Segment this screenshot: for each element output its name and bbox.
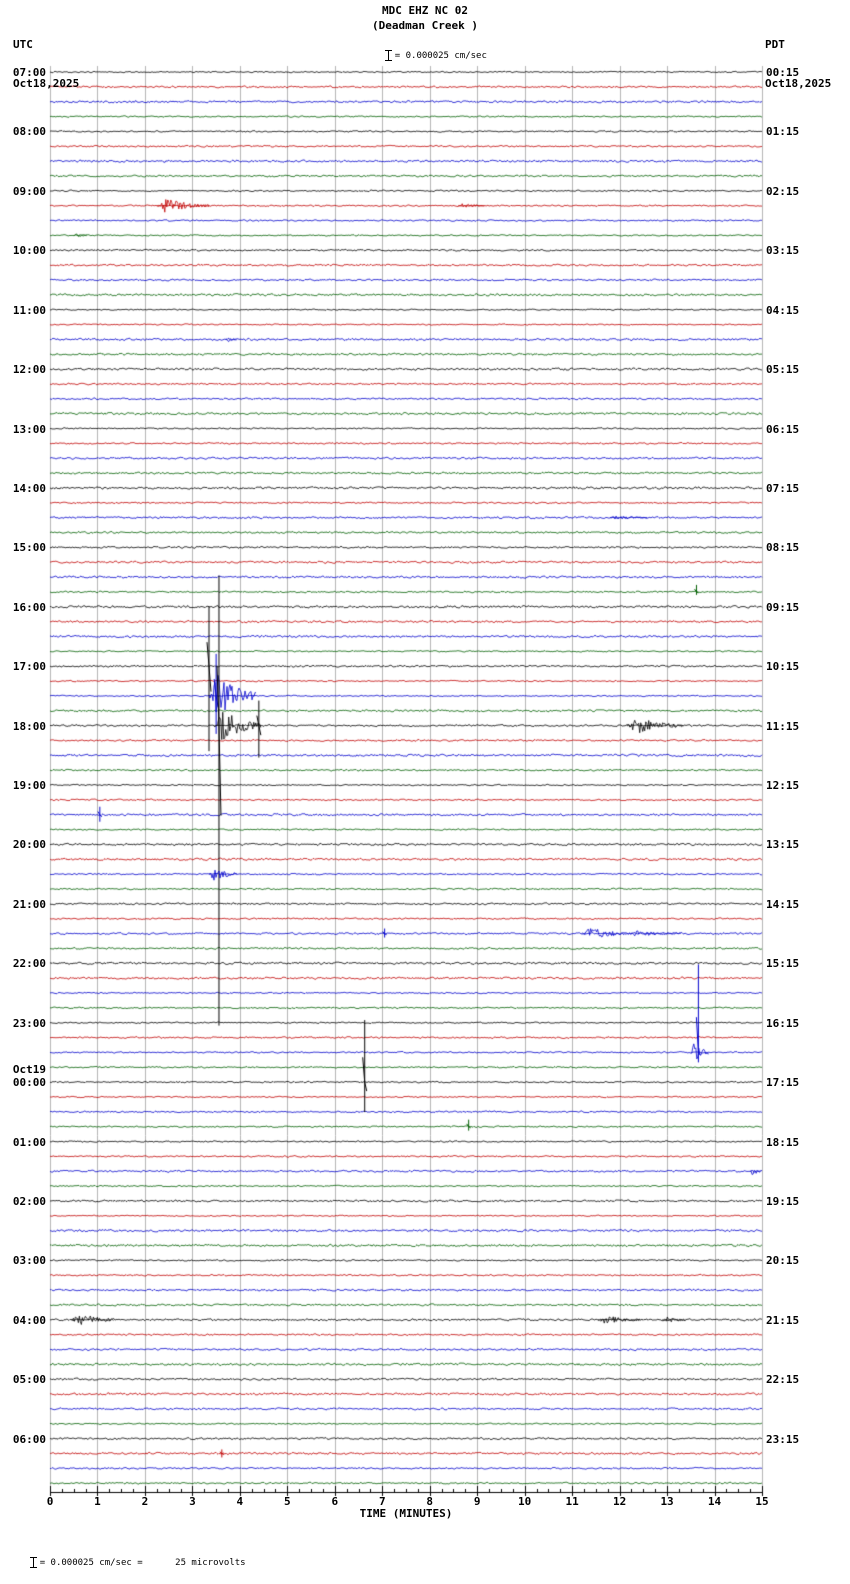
utc-hour-label: 17:00 [12,660,46,674]
x-tick-label: 3 [189,1495,196,1508]
pdt-hour-label: 09:15 [766,600,800,614]
utc-hour-label: 20:00 [12,838,46,852]
x-tick-label: 10 [518,1495,532,1508]
pdt-hour-label: 20:15 [766,1254,800,1268]
pdt-hour-label: 23:15 [766,1432,800,1446]
utc-hour-label: 06:00 [12,1432,46,1446]
footer-scale-marker-icon [29,1557,37,1568]
pdt-hour-label: 01:15 [766,125,800,139]
right-date: Oct18,2025 [765,77,832,90]
x-tick-label: 7 [378,1495,386,1508]
utc-hour-label: 04:00 [12,1313,46,1327]
pdt-hour-label: 22:15 [766,1373,800,1387]
pdt-hour-label: 06:15 [766,422,800,436]
utc-hour-label: 02:00 [12,1194,46,1208]
footer-scale-text: = 0.000025 cm/sec = 25 microvolts [39,1558,246,1568]
pdt-hour-label: 05:15 [766,363,800,377]
pdt-hour-label: 02:15 [766,184,800,198]
pdt-hour-label: 08:15 [766,541,800,555]
x-tick-label: 2 [141,1495,149,1508]
x-tick-label: 12 [612,1495,627,1508]
scale-label: = 0.000025 cm/sec [394,51,487,61]
pdt-hour-label: 18:15 [766,1135,800,1149]
x-tick-label: 11 [565,1495,579,1508]
station-location: (Deadman Creek ) [372,19,478,32]
x-tick-label: 13 [660,1495,674,1508]
utc-hour-label: 10:00 [12,244,46,258]
pdt-hour-label: 00:15 [766,66,800,79]
pdt-hour-label: 19:15 [766,1194,800,1208]
pdt-hour-label: 12:15 [766,779,800,792]
pdt-hour-label: 15:15 [766,957,800,971]
utc-hour-label: 03:00 [12,1254,46,1268]
utc-hour-label: 12:00 [12,363,46,377]
utc-date-rollover-label: Oct19 [12,1063,46,1077]
utc-hour-label: 07:00 [12,66,46,79]
scale-marker-icon [384,50,392,61]
utc-hour-label: 13:00 [12,422,46,436]
pdt-hour-label: 10:15 [766,660,800,674]
utc-hour-label: 21:00 [12,897,46,911]
left-date: Oct18,2025 [13,77,80,90]
right-timezone: PDT [765,38,785,51]
utc-hour-label: 08:00 [12,125,46,139]
x-tick-label: 4 [236,1495,244,1508]
x-tick-label: 5 [284,1495,291,1508]
x-tick-label: 15 [755,1495,769,1508]
utc-hour-label: 11:00 [12,303,46,317]
station-title: MDC EHZ NC 02 [381,4,469,17]
scale-line: = 0.000025 cm/sec [0,40,850,71]
utc-hour-label: 05:00 [12,1373,46,1387]
x-tick-label: 1 [94,1495,101,1508]
x-tick-label: 9 [473,1495,481,1508]
left-timezone-block: UTC Oct18,2025 [13,12,79,116]
utc-hour-label: 23:00 [12,1016,46,1030]
pdt-hour-label: 11:15 [766,719,800,733]
pdt-hour-label: 07:15 [766,481,800,495]
utc-hour-label: 16:00 [12,600,46,614]
utc-hour-label: 15:00 [12,541,46,555]
utc-hour-label: 09:00 [12,184,46,198]
x-axis-title: TIME (MINUTES) [359,1507,453,1520]
utc-hour-label: 22:00 [12,957,46,971]
utc-hour-label: 18:00 [12,719,46,733]
pdt-hour-label: 04:15 [766,303,800,317]
utc-hour-label: 14:00 [12,481,46,495]
x-tick-label: 8 [426,1495,434,1508]
pdt-hour-label: 21:15 [766,1313,800,1327]
left-timezone: UTC [13,38,33,51]
right-timezone-block: PDT Oct18,2025 [765,12,831,116]
footer-scale-note: = 0.000025 cm/sec = 25 microvolts [8,1547,246,1578]
pdt-hour-label: 13:15 [766,838,800,852]
pdt-hour-label: 14:15 [766,897,800,911]
pdt-hour-label: 03:15 [766,244,800,258]
utc-hour-label: 19:00 [12,779,46,792]
utc-hour-label: 01:00 [12,1135,46,1149]
pdt-hour-label: 16:15 [766,1016,800,1030]
x-tick-label: 0 [46,1495,54,1508]
utc-hour-label: 00:00 [12,1076,46,1090]
x-tick-label: 6 [331,1495,339,1508]
pdt-hour-label: 17:15 [766,1076,800,1090]
x-tick-label: 14 [707,1495,722,1508]
